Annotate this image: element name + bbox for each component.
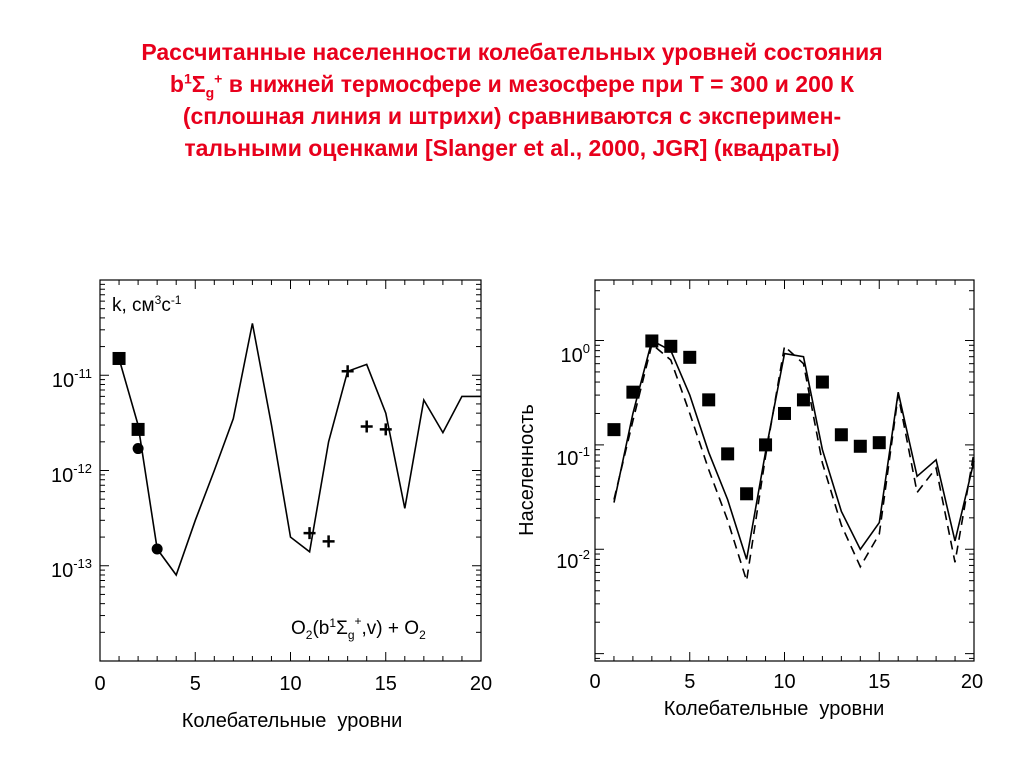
right-x-tick-label-0: 0 [589,671,600,693]
r-square-marker-8 [740,487,754,501]
right-y-axis-label: Населенность [516,404,538,536]
r-square-marker-6 [702,393,716,407]
title-line-4: тальными оценками [Slanger et al., 2000,… [184,135,840,161]
r-square-marker-4 [664,339,678,353]
left-y-tick-label-1e-11: 10-11 [52,366,92,392]
left-plot-frame [99,279,482,662]
r-square-marker-7 [721,447,735,461]
title-sup-plus: + [214,70,223,87]
r-square-marker-10 [778,406,791,420]
left-x-tick-label-20: 20 [470,673,492,695]
r-series-dashed-1 [613,342,975,581]
title-sup-1: 1 [183,70,192,87]
r-square-marker-9 [759,438,773,452]
reaction-annotation: O2(b1Σg+,v) + O2 [291,614,426,642]
left-unit-label: k, см3с-1 [112,293,182,316]
left-x-tick-label-5: 5 [190,673,201,695]
l-plus-marker-12 [322,535,335,548]
r-square-marker-13 [834,428,848,442]
l-square-marker-1 [112,351,126,365]
left-x-axis-label: Колебательные уровни [182,710,403,732]
r-square-marker-5 [683,350,697,364]
right-x-tick-label-10: 10 [773,671,795,693]
r-square-marker-11 [796,393,810,407]
r-square-marker-14 [853,439,867,453]
rate-coefficient-chart: 0 5 10 15 20 Колебательные уровни 10-11 … [51,279,492,732]
r-series-solid-0 [613,339,975,560]
r-square-marker-15 [872,436,886,450]
l-plus-marker-13 [341,365,354,378]
r-square-marker-1 [607,423,621,437]
population-chart: 0 5 10 15 20 Колебательные уровни 100 10… [516,279,983,720]
right-y-tick-label-1e0: 100 [561,341,590,367]
left-x-tick-label-15: 15 [375,673,397,695]
right-x-tick-label-20: 20 [961,671,983,693]
title-line-2: b1Σg+ в нижней термосфере и мезосфере пр… [40,68,984,100]
right-x-axis-label: Колебательные уровни [664,698,885,720]
l-plus-marker-15 [379,423,392,436]
title-b: b [169,71,184,97]
left-x-tick-label-10: 10 [279,673,301,695]
left-y-tick-label-1e-13: 10-13 [51,556,92,582]
right-x-tick-label-5: 5 [684,671,695,693]
title-sub-g: g [205,84,215,101]
right-y-tick-label-1e-1: 10-1 [556,444,590,470]
slide-title: Рассчитанные населенности колебательных … [40,36,984,164]
title-line-2-rest: в нижней термосфере и мезосфере при Т = … [222,71,855,97]
title-line-3: (сплошная линия и штрихи) сравниваются с… [182,103,842,129]
r-square-marker-12 [815,375,829,389]
left-x-tick-label-0: 0 [94,673,105,695]
r-square-marker-2 [626,385,640,399]
l-square-marker-2 [131,422,145,436]
l-plus-marker-14 [360,420,373,433]
right-y-tick-label-1e-2: 10-2 [556,547,590,573]
title-line-1: Рассчитанные населенности колебательных … [141,39,883,65]
right-x-tick-label-15: 15 [868,671,890,693]
l-plus-marker-11 [303,527,316,540]
r-square-marker-3 [645,334,659,348]
l-circle-marker-2 [132,443,144,455]
l-series-solid-0 [118,323,481,577]
title-sigma: Σ [191,71,206,97]
l-circle-marker-3 [151,543,163,555]
left-y-tick-label-1e-12: 10-12 [51,461,92,487]
